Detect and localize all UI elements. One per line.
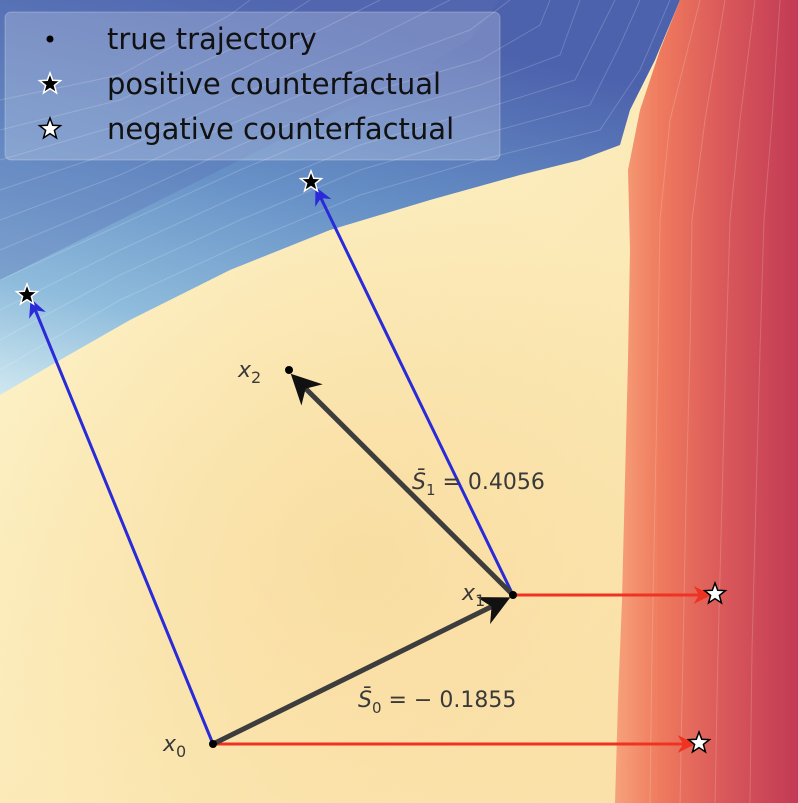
score-s1: S̄1 = 0.4056 <box>412 469 545 499</box>
legend-label-negative-counterfactual: negative counterfactual <box>107 112 454 146</box>
white-star-icon <box>686 729 712 754</box>
trajectory-arrow-x0-x1 <box>211 597 511 747</box>
legend-box <box>4 11 501 161</box>
white-star-icon <box>702 580 728 605</box>
white-star-icon <box>37 115 63 140</box>
legend-label-true-trajectory: true trajectory <box>107 22 317 56</box>
positive-counterfactual-arrows <box>29 186 515 745</box>
legend: true trajectory positive counterfactual … <box>4 11 501 161</box>
score-s0: S̄0 = − 0.1855 <box>358 687 516 717</box>
positive-arrow-from-x1 <box>315 186 515 596</box>
negative-counterfactual-arrows <box>213 586 712 753</box>
dot-icon <box>46 35 54 43</box>
label-x2: x2 <box>237 358 261 387</box>
legend-label-positive-counterfactual: positive counterfactual <box>107 67 441 101</box>
point-labels: x0 x1 x2 <box>162 358 485 761</box>
black-star-icon <box>14 281 40 306</box>
label-x1: x1 <box>461 581 485 610</box>
point-x0 <box>209 740 217 748</box>
score-annotations: S̄1 = 0.4056 S̄0 = − 0.1855 <box>358 469 545 717</box>
black-star-icon <box>37 70 63 95</box>
trajectory-arrow-x1-x2 <box>290 373 515 597</box>
point-x2 <box>285 366 293 374</box>
label-x0: x0 <box>162 732 186 761</box>
true-trajectory <box>209 366 517 748</box>
positive-arrow-from-x0 <box>29 298 215 745</box>
black-star-icon <box>298 168 324 193</box>
counterfactual-stars <box>14 168 728 754</box>
point-x1 <box>509 591 517 599</box>
